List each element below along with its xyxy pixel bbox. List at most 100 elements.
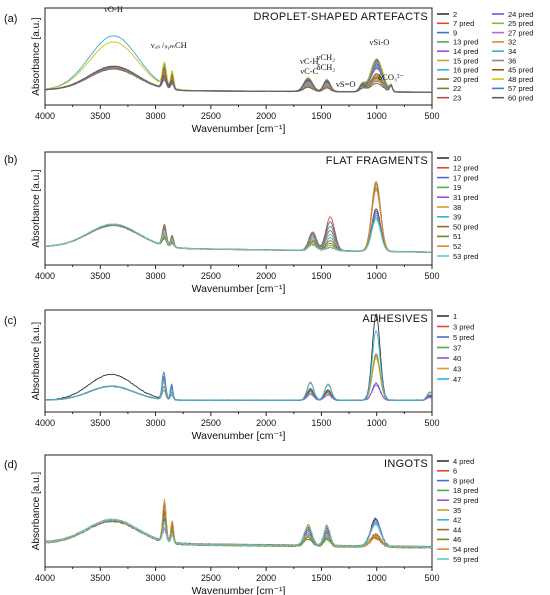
legend-label: 8 pred xyxy=(453,476,474,485)
peak-annotation: δCO₃²⁻ xyxy=(378,72,404,82)
legend-label: 9 xyxy=(453,28,457,37)
legend-label: 36 xyxy=(508,56,516,65)
series-line-53-pred xyxy=(45,219,432,253)
x-axis-title: Wavenumber [cm⁻¹] xyxy=(192,585,286,595)
x-tick-label: 2500 xyxy=(201,573,221,583)
peak-annotation: νₐₛ /ₛᵧₘCH xyxy=(151,40,187,51)
chart-panel-2: 4000 3500 3000 2500 2000 1500 1000 500 Wavenumbe… xyxy=(4,151,478,295)
peak-annotation: νSi-O xyxy=(370,37,390,47)
x-tick-label: 2000 xyxy=(256,111,276,121)
legend-label: 2 xyxy=(453,10,457,19)
legend-label: 18 pred xyxy=(453,486,478,495)
panel-title: INGOTS xyxy=(384,458,428,470)
legend-label: 48 pred xyxy=(508,75,533,84)
x-tick-label: 2000 xyxy=(256,573,276,583)
legend-label: 45 pred xyxy=(508,66,533,75)
series-group xyxy=(45,313,432,402)
series-line-43 xyxy=(45,357,432,402)
legend-label: 43 xyxy=(453,364,461,373)
x-tick-label: 1500 xyxy=(311,418,331,428)
legend-label: 10 xyxy=(453,154,461,163)
x-tick-label: 2500 xyxy=(201,271,221,281)
legend-label: 17 pred xyxy=(453,173,478,182)
x-tick-label: 1500 xyxy=(311,573,331,583)
x-tick-label: 4000 xyxy=(35,573,55,583)
x-tick-label: 1000 xyxy=(367,111,387,121)
legend-label: 19 xyxy=(453,183,461,192)
legend-label: 16 pred xyxy=(453,66,478,75)
x-tick-label: 3000 xyxy=(146,573,166,583)
chart-panel-4: 4000 3500 3000 2500 2000 1500 1000 500 Wavenumbe… xyxy=(4,454,478,595)
x-tick-label: 3000 xyxy=(146,271,166,281)
series-line-6 xyxy=(45,512,432,549)
legend-label: 20 pred xyxy=(453,75,478,84)
panel-label: (d) xyxy=(4,459,17,471)
x-tick-label: 1000 xyxy=(367,573,387,583)
legend-label: 42 xyxy=(453,516,461,525)
legend-label: 14 pred xyxy=(453,47,478,56)
x-tick-label: 1500 xyxy=(311,271,331,281)
legend-label: 50 pred xyxy=(453,222,478,231)
legend-label: 22 xyxy=(453,84,461,93)
series-line-3-pred xyxy=(45,353,432,402)
x-tick-label: 500 xyxy=(424,111,439,121)
x-tick-label: 2500 xyxy=(201,111,221,121)
legend-label: 15 pred xyxy=(453,56,478,65)
x-tick-label: 2000 xyxy=(256,271,276,281)
legend-label: 51 xyxy=(453,232,461,241)
x-tick-label: 3000 xyxy=(146,418,166,428)
legend-label: 23 xyxy=(453,94,461,103)
peak-annotation: δCH₂ xyxy=(316,62,335,72)
x-tick-label: 4000 xyxy=(35,418,55,428)
series-line-37 xyxy=(45,355,432,402)
panel-label: (a) xyxy=(4,13,17,25)
peak-annotation: νC-C xyxy=(300,66,318,76)
legend-label: 52 xyxy=(453,242,461,251)
legend-label: 32 xyxy=(508,38,516,47)
legend-label: 60 pred xyxy=(508,94,533,103)
y-axis-title: Absorbance [a.u.] xyxy=(31,472,42,551)
panel-title: ADHESIVES xyxy=(362,313,428,325)
legend-label: 44 xyxy=(453,525,461,534)
x-tick-label: 3500 xyxy=(90,573,110,583)
legend-label: 7 pred xyxy=(453,19,474,28)
legend-label: 5 pred xyxy=(453,333,474,342)
x-tick-label: 1000 xyxy=(367,418,387,428)
series-group xyxy=(45,35,432,93)
x-tick-label: 500 xyxy=(424,271,439,281)
panel-label: (b) xyxy=(4,154,17,166)
legend-label: 53 pred xyxy=(453,252,478,261)
peak-annotation: νC-H xyxy=(300,56,318,66)
legend-label: 24 pred xyxy=(508,10,533,19)
panel-title: DROPLET-SHAPED ARTEFACTS xyxy=(254,11,428,23)
y-axis-title: Absorbance [a.u.] xyxy=(31,322,42,401)
legend-label: 37 xyxy=(453,343,461,352)
panel-title: FLAT FRAGMENTS xyxy=(326,155,428,167)
series-line-60-pred xyxy=(45,65,432,93)
x-tick-label: 4000 xyxy=(35,271,55,281)
series-line-59-pred xyxy=(45,518,432,549)
x-tick-label: 1500 xyxy=(311,111,331,121)
x-tick-label: 3500 xyxy=(90,111,110,121)
legend-label: 34 xyxy=(508,47,516,56)
x-tick-label: 500 xyxy=(424,418,439,428)
legend-label: 35 xyxy=(453,506,461,515)
x-tick-label: 1000 xyxy=(367,271,387,281)
x-tick-label: 500 xyxy=(424,573,439,583)
x-tick-label: 2000 xyxy=(256,418,276,428)
y-axis-title: Absorbance [a.u.] xyxy=(31,17,42,96)
series-line-47 xyxy=(45,330,432,402)
panel-label: (c) xyxy=(4,315,17,327)
x-tick-label: 3500 xyxy=(90,271,110,281)
series-line-44 xyxy=(45,510,432,549)
legend-label: 4 pred xyxy=(453,457,474,466)
x-tick-label: 2500 xyxy=(201,418,221,428)
legend-label: 29 pred xyxy=(453,496,478,505)
legend-label: 27 pred xyxy=(508,28,533,37)
